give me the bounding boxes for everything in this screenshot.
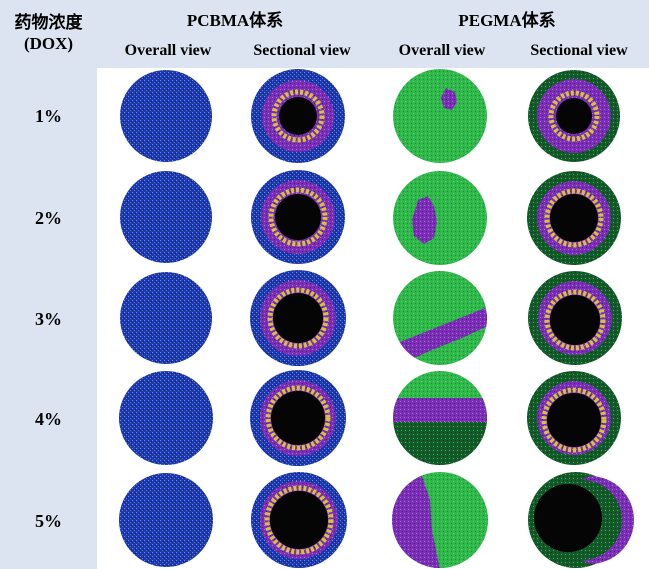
subheader-pegma-overall: Overall view — [398, 42, 486, 59]
pegma-sectional-3 — [528, 271, 622, 365]
pegma-overall-column — [392, 69, 488, 568]
group-header-pegma: PEGMA体系 — [458, 11, 556, 30]
pegma-overall-1 — [393, 69, 487, 163]
row-label-5: 5% — [35, 511, 62, 531]
header-band — [0, 0, 649, 68]
pcbma-overall-2 — [120, 171, 212, 263]
pcbma-overall-3 — [120, 272, 212, 364]
pegma-overall-4 — [393, 371, 487, 465]
pegma-sectional-2 — [527, 171, 621, 265]
pcbma-overall-5 — [119, 473, 213, 567]
corner-label-concentration: 药物浓度 — [14, 13, 83, 32]
pegma-sectional-5 — [528, 472, 634, 568]
pcbma-sectional-column — [250, 69, 347, 568]
subheader-pegma-sectional: Sectional view — [530, 42, 628, 59]
pcbma-overall-column — [119, 70, 213, 567]
subheader-pcbma-overall: Overall view — [124, 42, 212, 59]
pcbma-sectional-3 — [250, 270, 346, 366]
corner-label-dox: (DOX) — [23, 34, 74, 53]
pegma-overall-5 — [392, 472, 488, 568]
group-header-pcbma: PCBMA体系 — [186, 11, 284, 30]
row-label-1: 1% — [35, 106, 62, 126]
row-label-3: 3% — [35, 309, 62, 329]
pegma-sectional-4 — [527, 371, 621, 465]
pegma-overall-3 — [393, 271, 487, 365]
pcbma-sectional-4 — [250, 370, 346, 466]
row-label-4: 4% — [35, 409, 62, 429]
pcbma-sectional-5 — [251, 472, 347, 568]
pcbma-sectional-2 — [251, 170, 345, 264]
pcbma-overall-4 — [119, 371, 213, 465]
pegma-overall-2 — [393, 171, 487, 265]
row-label-2: 2% — [35, 208, 62, 228]
row-label-column — [0, 68, 97, 569]
subheader-pcbma-sectional: Sectional view — [253, 42, 351, 59]
pcbma-overall-1 — [120, 70, 212, 162]
pegma-sectional-1 — [528, 70, 620, 162]
pcbma-sectional-1 — [251, 69, 345, 163]
pegma-sectional-column — [527, 70, 634, 568]
